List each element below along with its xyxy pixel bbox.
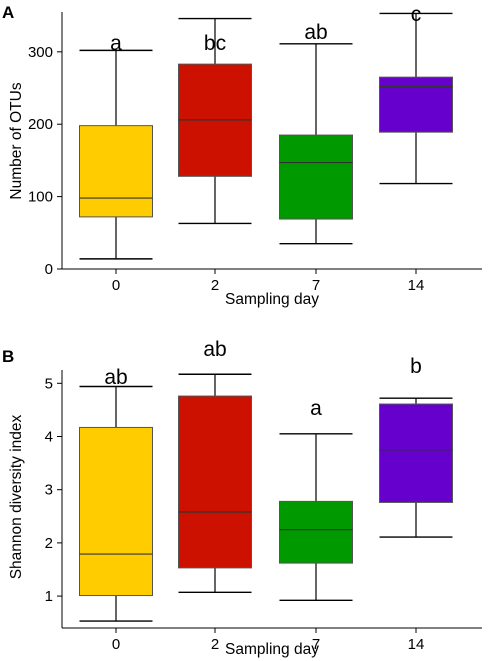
panel-b-significance-letter: ab (203, 338, 226, 361)
panel-b-significance-letter: a (310, 397, 322, 420)
panel-b-label: B (2, 347, 14, 366)
panel-a-y-tick-label: 300 (28, 44, 53, 61)
panel-a-y-tick-label: 100 (28, 189, 53, 206)
panel-b-significance-letter: ab (104, 366, 127, 389)
panel-b-box (79, 426, 153, 597)
panel-a-x-tick-label: 7 (312, 277, 320, 294)
panel-a-plot: a bc abc (79, 3, 453, 260)
panel-b-box (178, 395, 252, 569)
panel-a-box (379, 76, 453, 133)
panel-b-y-tick-label: 2 (45, 535, 53, 552)
panel-a-box (279, 134, 353, 220)
panel-a-significance-letter: a (110, 32, 122, 55)
panel-b-box (379, 403, 453, 503)
panel-b-y-tick-label: 5 (45, 375, 53, 392)
panel-a-y-tick-label: 200 (28, 116, 53, 133)
panel-b-box (279, 500, 353, 564)
panel-a-x-tick-label: 14 (408, 277, 425, 294)
panel-a-x-axis-title: Sampling day (225, 291, 319, 308)
panel-b-x-tick-label: 2 (211, 636, 219, 653)
panel-a-x-tick-label: 0 (112, 277, 120, 294)
panel-a-label: A (2, 3, 14, 22)
panel-a-y-axis-title: Number of OTUs (8, 82, 25, 199)
panel-a-y-ticks: 0 100 200 300 (28, 44, 62, 278)
panel-b-y-axis-title: Shannon diversity index (8, 414, 25, 579)
panel-b-x-tick-label: 14 (408, 636, 425, 653)
panel-b-x-tick-label: 7 (312, 636, 320, 653)
panel-a-significance-letter: bc (204, 32, 226, 55)
panel-a-box (79, 125, 153, 218)
panel-b-x-ticks: 0 2 7 14 (112, 628, 425, 653)
panel-b-y-tick-label: 4 (45, 428, 53, 445)
panel-b-y-ticks: 1 2 3 4 5 (45, 375, 62, 605)
panel-a-x-tick-label: 2 (211, 277, 219, 294)
panel-a-significance-letter: c (411, 3, 422, 26)
panel-a-significance-letter: ab (304, 21, 327, 44)
panel-b-x-tick-label: 0 (112, 636, 120, 653)
panel-a-x-ticks: 0 2 7 14 (112, 269, 425, 294)
panel-b-x-axis-title: Sampling day (225, 641, 319, 658)
panel-b-significance-letter: b (410, 355, 422, 378)
panel-b-y-tick-label: 3 (45, 482, 53, 499)
panel-a-y-tick-label: 0 (45, 261, 53, 278)
panel-b-y-tick-label: 1 (45, 588, 53, 605)
